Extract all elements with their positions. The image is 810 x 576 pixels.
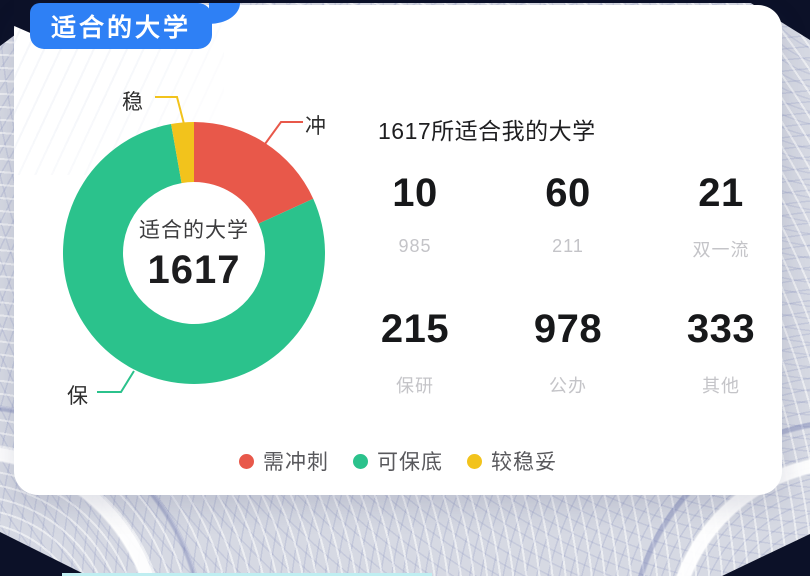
donut-center-label: 适合的大学 — [139, 219, 249, 242]
callout-label-bao: 保 — [67, 385, 88, 408]
donut-center-value: 1617 — [147, 248, 241, 292]
card-title-badge-label: 适合的大学 — [50, 14, 191, 42]
stat-value: 215 — [380, 307, 450, 351]
legend-dot-red — [239, 453, 254, 469]
stat-cell-gongban: 978 公办 — [493, 308, 643, 398]
top-edge-strip — [0, 0, 810, 3]
legend-item-kebaodi[interactable]: 可保底 — [353, 446, 443, 476]
stat-value: 10 — [392, 171, 438, 215]
corner-accent-bottom-left — [0, 532, 88, 576]
donut-center-text: 适合的大学 1617 — [94, 214, 294, 293]
stat-value: 333 — [686, 307, 756, 351]
stat-label: 985 — [398, 236, 432, 256]
stats-panel-title: 1617所适合我的大学 — [378, 118, 596, 144]
stat-cell-985: 10 985 — [340, 172, 490, 262]
stat-cell-shuangyiliu: 21 双一流 — [646, 172, 796, 262]
stats-panel: 1617所适合我的大学 10 985 60 211 21 双一流 215 保研 … — [340, 112, 802, 398]
stat-label: 保研 — [396, 376, 434, 396]
stat-cell-qita: 333 其他 — [646, 308, 796, 398]
stat-value: 60 — [545, 171, 591, 215]
card-title-badge: 适合的大学 — [30, 3, 212, 49]
stat-label: 211 — [552, 236, 584, 256]
legend-label: 较稳妥 — [491, 451, 557, 474]
stat-cell-baoyan: 215 保研 — [340, 308, 490, 398]
legend-label: 需冲刺 — [263, 451, 329, 474]
stat-label: 其他 — [702, 376, 740, 396]
callout-label-chong: 冲 — [305, 115, 326, 138]
bottom-cyan-accent — [62, 573, 432, 576]
legend-item-jiaowentuo[interactable]: 较稳妥 — [467, 446, 557, 476]
stat-value: 21 — [698, 171, 744, 215]
legend-label: 可保底 — [377, 451, 443, 474]
stat-label: 公办 — [549, 376, 587, 396]
legend-item-xuchongci[interactable]: 需冲刺 — [239, 446, 329, 476]
chart-legend: 需冲刺 可保底 较稳妥 — [14, 446, 782, 476]
legend-dot-green — [353, 453, 368, 469]
stat-cell-211: 60 211 — [493, 172, 643, 262]
stat-value: 978 — [533, 307, 603, 351]
stat-label: 双一流 — [692, 240, 750, 260]
callout-label-wen: 稳 — [122, 91, 143, 114]
legend-dot-yellow — [467, 453, 482, 469]
corner-accent-bottom-right — [722, 534, 810, 576]
stats-grid: 10 985 60 211 21 双一流 215 保研 978 公办 333 其… — [340, 172, 802, 398]
